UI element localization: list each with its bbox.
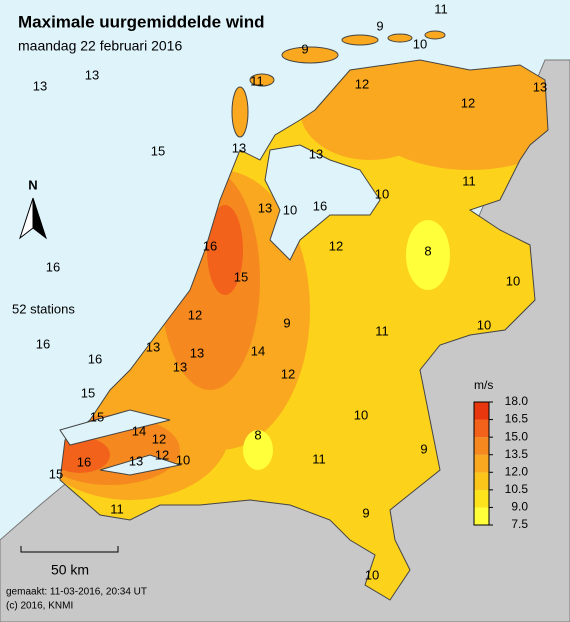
- scale-label: 50 km: [51, 562, 89, 578]
- wadden-islands: [231, 30, 446, 138]
- station-value: 12: [461, 95, 475, 110]
- station-value: 15: [49, 466, 63, 481]
- legend-unit: m/s: [474, 378, 493, 392]
- station-value: 8: [254, 427, 261, 442]
- legend-tick-label: 15.0: [505, 429, 529, 443]
- legend-tick-label: 7.5: [511, 517, 528, 531]
- station-value: 8: [424, 243, 431, 258]
- station-value: 13: [258, 200, 272, 215]
- scale-bar: [20, 546, 119, 553]
- north-arrow: [32, 197, 47, 240]
- station-value: 16: [203, 238, 217, 253]
- station-value: 9: [420, 441, 427, 456]
- station-value: 10: [176, 452, 190, 467]
- station-value: 15: [234, 269, 248, 284]
- station-value: 16: [46, 259, 60, 274]
- legend-band: [474, 489, 489, 508]
- station-value: 10: [506, 273, 520, 288]
- station-value: 10: [283, 202, 297, 217]
- subtitle: maandag 22 februari 2016: [18, 38, 182, 54]
- ijsselmeer: [264, 144, 381, 261]
- footer-copyright: (c) 2016, KNMI: [6, 601, 73, 612]
- legend-tick-label: 16.5: [505, 412, 529, 426]
- station-count: 52 stations: [12, 301, 75, 316]
- station-value: 10: [354, 407, 368, 422]
- station-value: 16: [313, 198, 327, 213]
- station-value: 13: [33, 78, 47, 93]
- station-value: 10: [375, 186, 389, 201]
- station-value: 13: [146, 339, 160, 354]
- station-value: 12: [188, 307, 202, 322]
- station-value: 9: [301, 41, 308, 56]
- station-value: 9: [362, 505, 369, 520]
- legend-tick-label: 10.5: [505, 482, 529, 496]
- footer-made: gemaakt: 11-03-2016, 20:34 UT: [6, 587, 147, 598]
- station-value: 9: [283, 315, 290, 330]
- estuary: [99, 454, 182, 476]
- legend-band: [474, 507, 489, 525]
- station-value: 12: [152, 431, 166, 446]
- station-value: 9: [376, 18, 383, 33]
- station-value: 13: [129, 453, 143, 468]
- station-value: 13: [85, 67, 99, 82]
- station-value: 14: [251, 343, 265, 358]
- station-value: 11: [250, 73, 264, 88]
- legend-tick-label: 9.0: [511, 500, 528, 514]
- station-value: 16: [36, 336, 50, 351]
- station-value: 13: [309, 146, 323, 161]
- station-value: 11: [110, 501, 124, 516]
- legend-band: [474, 437, 489, 455]
- station-value: 12: [155, 447, 169, 462]
- station-value: 10: [413, 36, 427, 51]
- station-value: 13: [533, 79, 547, 94]
- station-value: 16: [88, 351, 102, 366]
- station-value: 14: [132, 423, 146, 438]
- legend-tick-label: 13.5: [505, 447, 529, 461]
- station-value: 11: [375, 323, 389, 338]
- station-value: 10: [477, 317, 491, 332]
- station-value: 10: [365, 567, 379, 582]
- legend-band: [474, 454, 489, 473]
- station-value: 13: [232, 140, 246, 155]
- north-label: N: [28, 177, 37, 192]
- title: Maximale uurgemiddelde wind: [18, 12, 265, 31]
- legend-band: [474, 419, 489, 438]
- legend-tick-label: 12.0: [505, 464, 529, 478]
- station-value: 11: [462, 173, 476, 188]
- station-value: 12: [281, 366, 295, 381]
- legend-frame: [473, 401, 490, 526]
- station-value: 13: [190, 345, 204, 360]
- station-value: 13: [173, 359, 187, 374]
- estuary: [59, 409, 171, 446]
- station-value: 11: [312, 451, 326, 466]
- station-value: 12: [355, 76, 369, 91]
- station-value: 12: [329, 238, 343, 253]
- legend-tick-label: 18.0: [505, 394, 529, 408]
- legend-band: [474, 472, 489, 490]
- station-value: 15: [81, 385, 95, 400]
- station-value: 15: [90, 409, 104, 424]
- legend-band: [474, 402, 489, 420]
- station-value: 16: [77, 454, 91, 469]
- station-value: 11: [434, 1, 448, 16]
- station-value: 15: [151, 143, 165, 158]
